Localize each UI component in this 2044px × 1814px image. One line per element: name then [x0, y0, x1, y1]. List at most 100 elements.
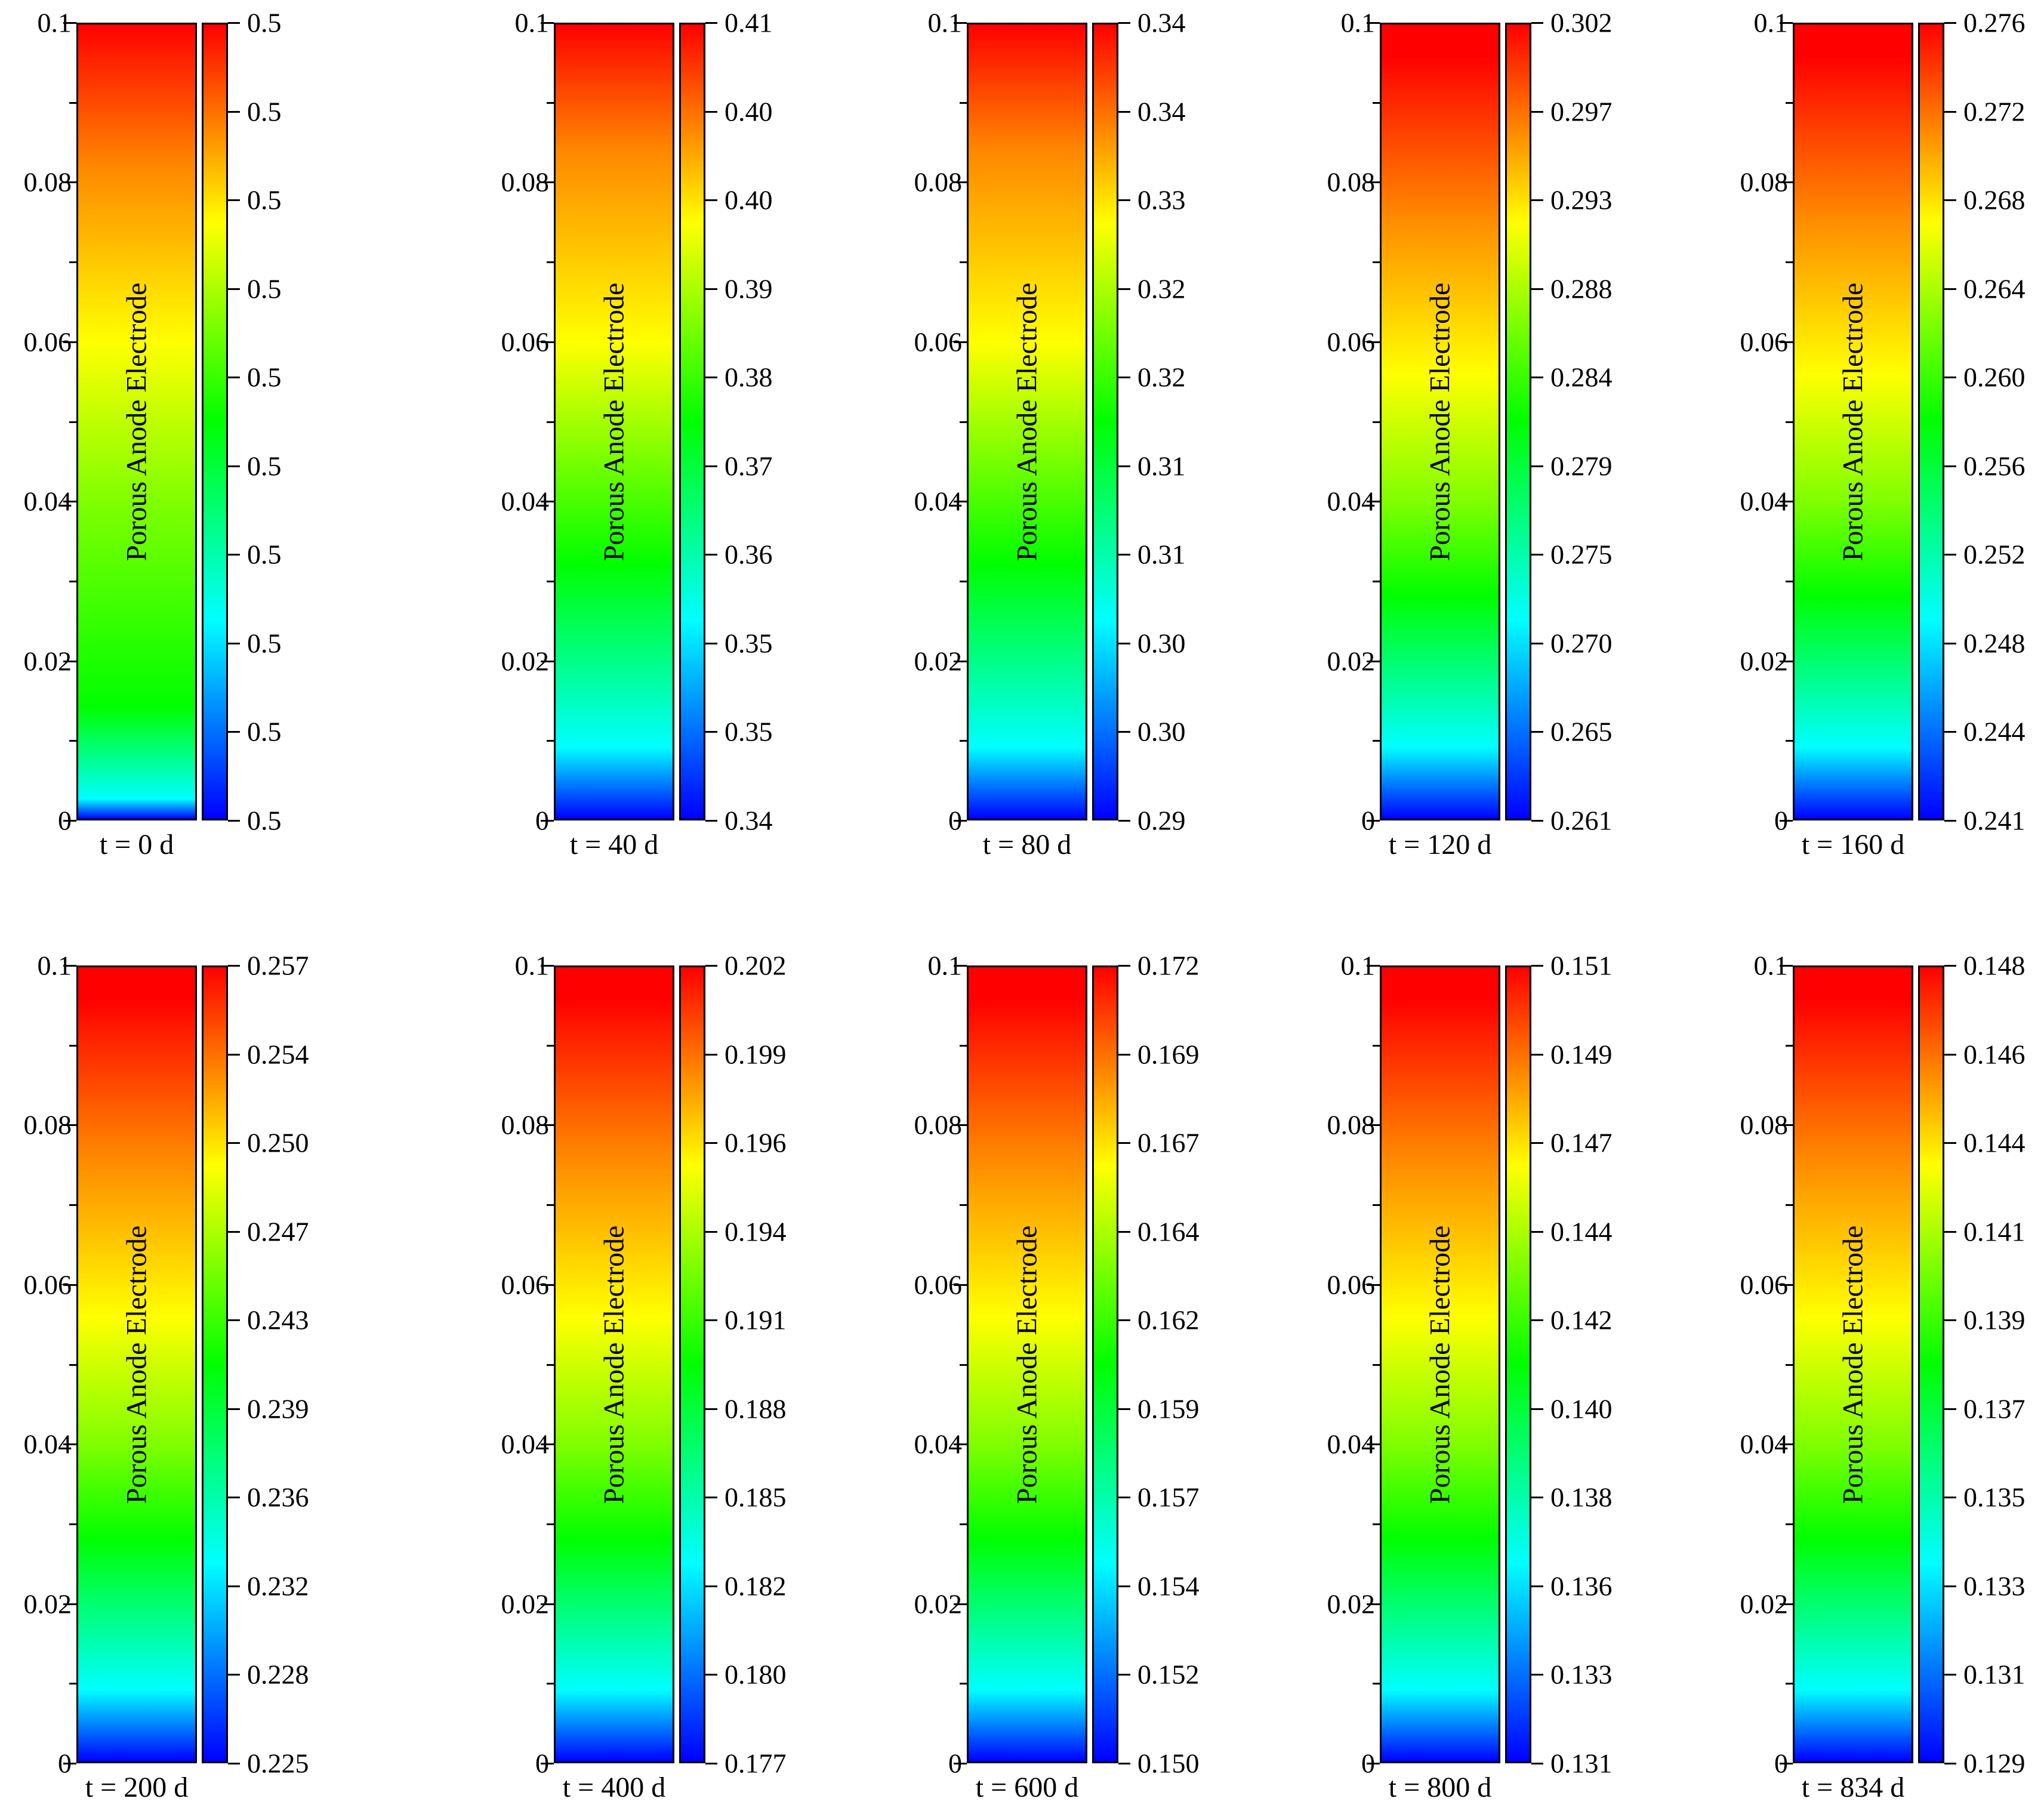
colorbar	[1505, 965, 1531, 1763]
colorbar-tick	[1118, 1674, 1130, 1676]
y-axis-tick	[541, 965, 554, 967]
y-axis-tick	[541, 660, 554, 662]
y-axis-minor-tick	[1786, 1523, 1793, 1525]
y-axis-minor-tick	[69, 1523, 76, 1525]
y-axis-tick	[1780, 1603, 1793, 1605]
y-axis-tick	[63, 1603, 76, 1605]
colorbar-tick-label: 0.180	[725, 1659, 787, 1690]
colorbar-tick-label: 0.182	[725, 1571, 787, 1602]
y-axis-tick-label: 0.08	[23, 1109, 72, 1140]
colorbar	[1092, 965, 1118, 1763]
colorbar-tick-label: 0.194	[725, 1216, 787, 1247]
heatmap-field: Porous Anode Electrode	[1380, 23, 1500, 820]
colorbar-tick	[705, 1230, 717, 1233]
colorbar-tick-label: 0.244	[1963, 716, 2025, 747]
colorbar-tick-label: 0.142	[1550, 1304, 1613, 1335]
colorbar-tick	[1531, 965, 1543, 967]
y-axis-tick-label: 0	[1774, 1748, 1788, 1779]
y-axis-tick-label: 0.04	[1327, 486, 1376, 517]
time-label: t = 40 d	[569, 829, 659, 860]
colorbar-tick	[1118, 377, 1130, 379]
y-axis-tick-label: 0	[948, 1748, 962, 1779]
colorbar-tick-label: 0.40	[725, 184, 773, 215]
y-axis-tick-label: 0.08	[1327, 1109, 1376, 1140]
colorbar-tick	[1944, 965, 1956, 967]
y-axis-tick-label: 0.1	[37, 7, 72, 38]
colorbar-tick-label: 0.239	[247, 1393, 309, 1424]
colorbar-tick	[228, 1674, 240, 1676]
y-axis-tick-label: 0.06	[1740, 326, 1789, 357]
colorbar-tick-label: 0.146	[1963, 1039, 2025, 1070]
colorbar	[202, 23, 228, 820]
colorbar-tick-label: 0.232	[247, 1571, 309, 1602]
colorbar-tick-label: 0.133	[1550, 1659, 1613, 1690]
colorbar-tick	[1944, 1319, 1956, 1322]
y-axis-tick	[1367, 181, 1380, 184]
y-axis-tick	[63, 820, 76, 822]
colorbar-tick	[705, 1053, 717, 1056]
chart-panel: Porous Anode Electrode 0 0.02 0.04 0.06 0.08 0…	[477, 943, 889, 1814]
y-axis-tick	[954, 1603, 967, 1605]
y-axis-minor-tick	[69, 421, 76, 423]
time-label: t = 600 d	[975, 1772, 1079, 1803]
chart-panel: Porous Anode Electrode 0 0.02 0.04 0.06 0.08 0…	[890, 0, 1302, 871]
colorbar-tick	[228, 731, 240, 733]
y-axis-tick	[541, 1603, 554, 1605]
y-axis-tick	[1367, 660, 1380, 662]
y-axis-tick-label: 0.02	[1740, 1588, 1789, 1619]
y-axis-tick-label: 0.1	[514, 950, 550, 981]
y-axis-tick	[541, 1124, 554, 1127]
y-axis-tick-label: 0.02	[914, 646, 963, 677]
y-axis-minor-tick	[960, 580, 967, 582]
y-axis-minor-tick	[547, 1044, 554, 1047]
colorbar-tick-label: 0.302	[1550, 7, 1613, 38]
y-axis-tick	[1367, 1443, 1380, 1446]
region-label: Porous Anode Electrode	[1011, 1225, 1043, 1504]
colorbar-tick	[1531, 377, 1543, 379]
colorbar-tick-label: 0.37	[725, 451, 773, 482]
colorbar-tick	[228, 1053, 240, 1056]
y-axis-minor-tick	[1786, 1044, 1793, 1047]
colorbar-tick	[705, 22, 717, 24]
colorbar-tick-label: 0.177	[725, 1748, 787, 1779]
colorbar-tick	[1118, 288, 1130, 290]
colorbar-tick-label: 0.162	[1137, 1304, 1200, 1335]
y-axis-tick-label: 0	[535, 1748, 549, 1779]
colorbar	[1918, 965, 1944, 1763]
colorbar-tick	[1944, 1674, 1956, 1676]
colorbar-tick-label: 0.202	[725, 950, 787, 981]
y-axis-minor-tick	[69, 1044, 76, 1047]
y-axis-minor-tick	[69, 740, 76, 742]
colorbar-tick	[1531, 1497, 1543, 1499]
colorbar-tick	[228, 820, 240, 822]
colorbar	[1092, 23, 1118, 820]
colorbar-tick	[705, 288, 717, 290]
colorbar-tick-label: 0.34	[1137, 96, 1186, 127]
y-axis-tick	[954, 22, 967, 24]
colorbar-tick	[1118, 1319, 1130, 1322]
y-axis-tick-label: 0.06	[23, 1269, 72, 1300]
y-axis-tick-label: 0.1	[1340, 950, 1376, 981]
y-axis-tick-label: 0	[535, 805, 549, 836]
y-axis-minor-tick	[69, 1363, 76, 1366]
heatmap-field: Porous Anode Electrode	[76, 965, 197, 1763]
region-label: Porous Anode Electrode	[598, 282, 630, 561]
colorbar-tick	[1531, 731, 1543, 733]
time-label: t = 80 d	[982, 829, 1072, 860]
y-axis-tick	[954, 341, 967, 343]
y-axis-minor-tick	[1373, 740, 1380, 742]
y-axis-tick	[1780, 341, 1793, 343]
colorbar-tick	[1944, 1053, 1956, 1056]
y-axis-tick-label: 0.02	[1740, 646, 1789, 677]
colorbar-tick-label: 0.39	[725, 273, 773, 304]
y-axis-tick	[63, 1124, 76, 1127]
colorbar-tick-label: 0.270	[1550, 628, 1613, 659]
colorbar-tick	[1944, 1230, 1956, 1233]
colorbar-tick	[1531, 22, 1543, 24]
colorbar-tick-label: 0.148	[1963, 950, 2025, 981]
colorbar-tick	[1531, 1585, 1543, 1587]
colorbar-tick	[228, 554, 240, 556]
colorbar-tick	[1531, 642, 1543, 644]
colorbar-tick-label: 0.34	[1137, 7, 1186, 38]
colorbar-tick-label: 0.191	[725, 1304, 787, 1335]
